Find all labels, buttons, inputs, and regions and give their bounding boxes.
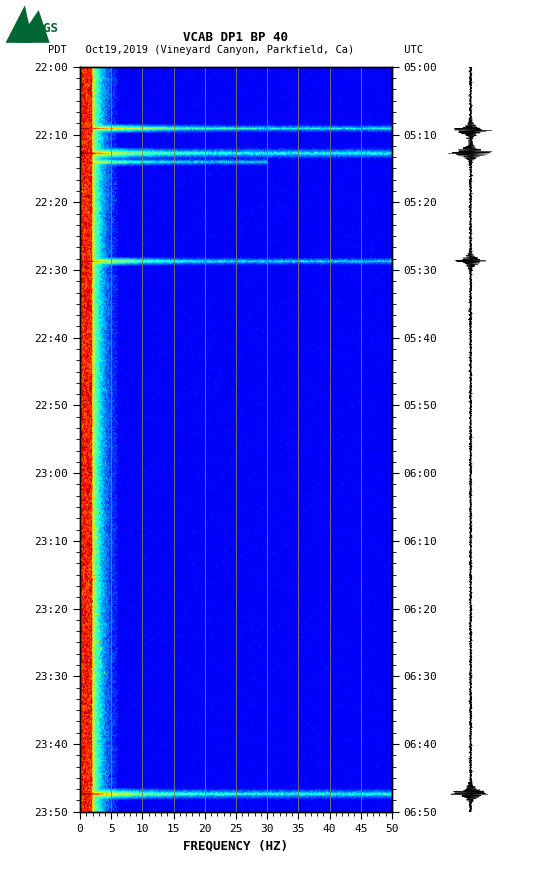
- Polygon shape: [6, 5, 33, 43]
- Polygon shape: [17, 10, 50, 43]
- X-axis label: FREQUENCY (HZ): FREQUENCY (HZ): [183, 839, 289, 852]
- Text: VCAB DP1 BP 40: VCAB DP1 BP 40: [183, 31, 289, 44]
- Text: USGS: USGS: [28, 22, 58, 36]
- Text: PDT   Oct19,2019 (Vineyard Canyon, Parkfield, Ca)        UTC: PDT Oct19,2019 (Vineyard Canyon, Parkfie…: [49, 45, 423, 55]
